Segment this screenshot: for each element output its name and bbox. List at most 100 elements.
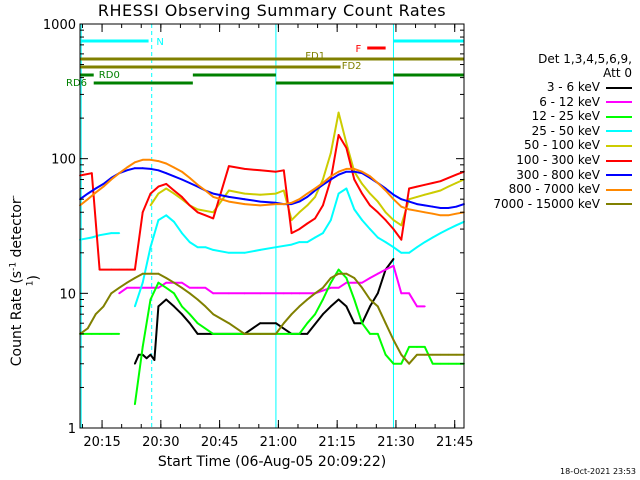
series-5-point-13 [188,204,191,207]
series-6-point-44 [455,205,458,208]
series-5-point-8 [149,192,152,195]
series-4-point-25 [322,178,324,181]
series-0-point-32 [369,305,371,308]
series-0-point-6 [133,362,136,365]
series-7-point-25 [306,192,309,195]
series-1-point-25 [329,286,332,289]
series-4-point-34 [392,219,395,221]
legend-entry-5: 100 - 300 keV [516,153,632,167]
series-5-point-30 [353,178,356,181]
legend-entry-6: 300 - 800 keV [516,168,632,182]
series-5-point-5 [126,268,128,271]
series-7-point-41 [431,212,434,215]
series-7-point-7 [133,161,136,164]
series-5-point-21 [282,169,285,172]
series-1-point-32 [384,268,387,271]
series-5-point-36 [400,238,403,241]
legend-label-6: 300 - 800 keV [516,167,600,182]
series-5-point-24 [306,222,309,225]
series-8-point-4 [110,292,113,295]
series-8-point-29 [337,272,340,275]
series-5-point-41 [439,180,442,183]
series-7-point-29 [337,170,340,173]
chart-title: RHESSI Observing Summary Count Rates [97,1,447,20]
series-4-point-16 [227,189,230,192]
state-label-n: N [156,37,163,48]
series-7-point-18 [227,200,230,203]
series-3-point-41 [447,228,450,230]
series-0-point-17 [196,332,199,335]
series-3-point-15 [204,246,207,249]
y-tick-label-3: 1000 [43,18,76,33]
series-6-point-41 [431,205,434,208]
series-7-point-2 [94,191,97,194]
series-2-point-13 [188,313,191,316]
series-5-point-34 [384,219,387,221]
series-3-point-26 [329,219,332,221]
series-5-point-23 [298,228,301,230]
series-0-point-15 [180,313,183,316]
series-2-point-37 [423,346,426,348]
series-2-point-31 [376,332,379,335]
series-2-point-3 [110,332,113,335]
series-4-point-18 [259,193,262,196]
series-4-point-10 [165,187,168,190]
series-1-point-17 [227,292,230,295]
series-7-point-11 [165,162,168,165]
y-axis-label: Count Rate (s-1 detector-1) [8,191,41,371]
series-6-point-26 [314,189,317,192]
series-6-point-2 [94,187,97,190]
series-4-point-22 [298,211,301,214]
series-5-point-31 [361,192,364,195]
legend-swatch-6 [606,174,632,177]
series-5-point-29 [345,147,348,149]
series-0-point-28 [337,298,340,301]
x-tick-label-2: 20:45 [201,435,238,450]
series-7-point-14 [188,176,191,179]
legend-swatch-1 [606,101,632,104]
series-3-point-14 [196,246,199,249]
series-4-point-23 [306,204,309,207]
legend-header-detectors: Det 1,3,4,5,6,9, [538,52,632,66]
series-5-point-3 [110,268,113,271]
series-5-point-4 [118,268,121,271]
series-5-point-20 [275,170,277,173]
series-6-point-25 [306,196,309,198]
series-5-point-15 [204,214,207,217]
series-1-point-19 [259,292,262,295]
series-0-point-25 [306,332,309,335]
series-7-point-42 [439,214,442,217]
series-3-point-2 [98,234,101,237]
series-0-point-35 [392,258,395,260]
series-0-point-13 [165,298,168,301]
series-7-point-6 [126,166,128,169]
series-line-0 [133,258,395,365]
series-5-point-42 [447,176,450,179]
series-7-point-10 [157,160,160,162]
series-4-point-33 [384,211,387,214]
series-5-point-9 [157,185,160,188]
series-2-point-33 [392,362,395,365]
series-2-point-39 [439,362,442,365]
series-8-point-15 [196,298,199,301]
legend-label-2: 12 - 25 keV [531,109,600,124]
series-3-point-18 [243,251,246,254]
series-4-point-32 [376,200,379,203]
x-tick-label-3: 21:00 [260,435,297,450]
series-8-point-33 [369,298,371,301]
legend-label-1: 6 - 12 keV [539,94,600,109]
series-0-point-33 [376,292,379,295]
series-1-point-23 [298,292,301,295]
series-2-point-11 [173,292,175,295]
series-7-point-34 [376,182,379,184]
series-0-point-22 [275,322,277,325]
series-6-point-11 [165,172,168,175]
series-2-point-16 [227,332,230,335]
series-5-point-7 [141,211,144,214]
series-5-point-18 [243,167,246,170]
series-1-point-8 [149,286,152,289]
series-8-point-38 [408,362,411,365]
series-5-point-25 [314,217,317,220]
series-3-point-6 [133,305,136,308]
series-3-point-32 [376,236,379,239]
